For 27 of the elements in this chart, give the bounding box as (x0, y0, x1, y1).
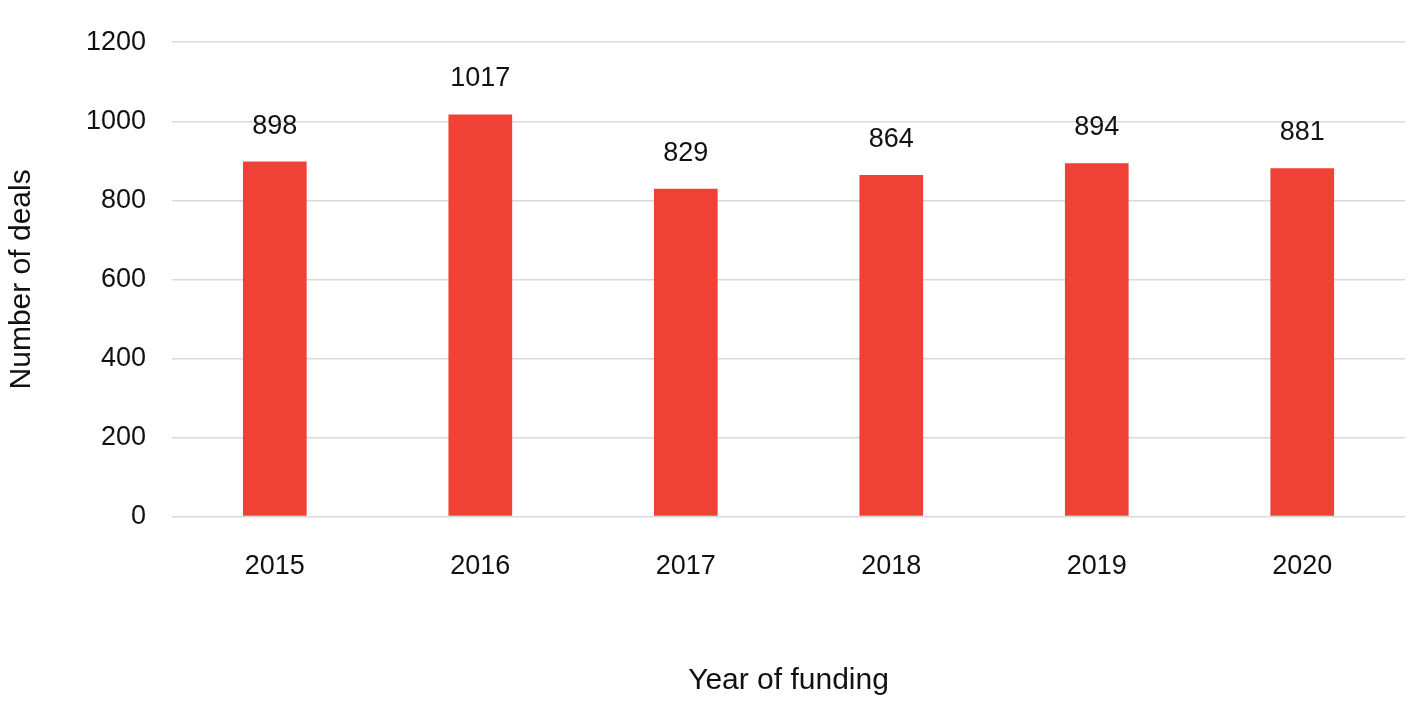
data-label: 864 (868, 122, 914, 153)
y-tick-label: 600 (101, 262, 147, 293)
y-tick-label: 0 (131, 500, 147, 531)
bar (242, 161, 307, 516)
y-tick-label: 800 (101, 183, 147, 214)
x-tick-label: 2018 (861, 550, 922, 581)
data-label: 881 (1279, 116, 1325, 147)
y-tick-label: 1000 (85, 104, 147, 135)
x-tick-label: 2016 (450, 550, 511, 581)
x-tick-label: 2019 (1066, 550, 1127, 581)
x-tick-label: 2017 (655, 550, 716, 581)
data-label: 1017 (450, 62, 511, 93)
data-label: 894 (1074, 111, 1120, 142)
y-tick-label: 400 (101, 341, 147, 372)
x-tick-label: 2020 (1272, 550, 1333, 581)
data-label: 829 (663, 136, 709, 167)
y-tick-label: 200 (101, 420, 147, 451)
data-label: 898 (252, 109, 298, 140)
bar (448, 114, 513, 516)
x-axis-title: Year of funding (688, 662, 889, 696)
y-tick-label: 1200 (85, 25, 147, 56)
bar (1064, 163, 1129, 516)
bar (859, 175, 924, 516)
y-axis-title: Number of deals (3, 169, 37, 390)
bar (653, 188, 718, 516)
bar (1270, 168, 1335, 516)
x-tick-label: 2015 (244, 550, 305, 581)
